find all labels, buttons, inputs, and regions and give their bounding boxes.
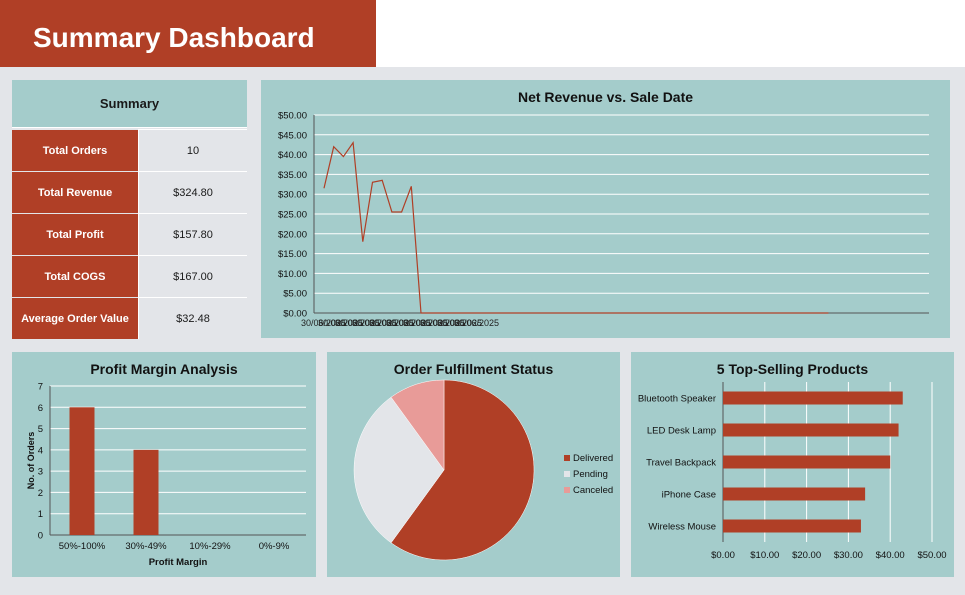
bar [69,407,95,535]
fulfillment-chart-title: Order Fulfillment Status [393,361,554,377]
x-axis-label: Profit Margin [149,557,208,568]
page-title: Summary Dashboard [33,22,315,53]
legend-swatch [564,455,570,461]
bar [723,487,866,501]
x-tick-label: $10.00 [750,550,779,561]
x-tick-label: 30/06/2025 [420,318,465,328]
revenue-chart-panel: Net Revenue vs. Sale Date $0.00 $5.00 $10.… [261,80,950,338]
y-tick-label: LED Desk Lamp [647,426,716,437]
x-tick-label: 30/06/2025 [454,318,499,328]
margin-bar-chart: 0 1 2 3 4 5 6 7 50%-100% 30%-49% 10%-29% 0%-9% Profi… [26,382,306,568]
legend-label: Canceled [573,485,613,496]
y-tick-label: 5 [38,424,43,435]
bar [723,391,903,405]
y-tick-label: $15.00 [278,249,307,260]
x-tick-label: 50%-100% [59,541,106,552]
x-tick-label: 0%-9% [259,541,290,552]
summary-row: Total COGS $167.00 [12,255,247,297]
summary-label: Total COGS [12,255,138,297]
y-tick-label: 7 [38,382,43,393]
pie-slice [390,379,535,561]
title-banner: Summary Dashboard [0,0,376,67]
pie-slice [390,379,445,471]
summary-row: Total Orders 10 [12,129,247,171]
y-tick-label: 1 [38,509,43,520]
y-tick-label: 4 [38,445,43,456]
y-axis-label: No. of Orders [26,432,36,490]
bar [723,455,891,469]
fulfillment-chart-panel: Order Fulfillment Status Delivered Pendin… [327,352,620,577]
x-tick-label: 30/06/2025 [386,318,431,328]
products-chart-panel: 5 Top-Selling Products $0.00 $10.00 $20.00… [631,352,954,577]
bar [723,519,861,533]
y-tick-label: 6 [38,403,43,414]
summary-value: $32.48 [138,297,247,339]
fulfillment-pie-chart: Delivered Pending Canceled [353,379,613,561]
summary-label: Total Orders [12,129,138,171]
summary-value: $324.80 [138,171,247,213]
summary-label: Total Revenue [12,171,138,213]
summary-value: 10 [138,129,247,171]
legend-label: Pending [573,469,608,480]
summary-row: Total Revenue $324.80 [12,171,247,213]
margin-chart-title: Profit Margin Analysis [90,361,238,377]
pie-slice [353,396,445,544]
x-tick-label: $40.00 [876,550,905,561]
y-tick-label: $35.00 [278,170,307,181]
summary-label: Total Profit [12,213,138,255]
y-tick-label: $30.00 [278,190,307,201]
y-tick-label: $5.00 [283,289,307,300]
y-tick-label: Travel Backpack [646,458,716,469]
x-tick-label: 30%-49% [125,541,167,552]
x-tick-label: $30.00 [834,550,863,561]
summary-value: $157.80 [138,213,247,255]
x-tick-label: 10%-29% [189,541,231,552]
summary-row: Total Profit $157.80 [12,213,247,255]
revenue-line-chart: $0.00 $5.00 $10.00 $15.00 $20.00 $25.00 $30.00… [278,111,929,328]
y-tick-label: $0.00 [283,309,307,320]
summary-value: $167.00 [138,255,247,297]
y-tick-label: $20.00 [278,229,307,240]
y-tick-label: $10.00 [278,269,307,280]
summary-heading: Summary [12,80,247,128]
y-tick-label: $40.00 [278,150,307,161]
products-chart-title: 5 Top-Selling Products [716,361,869,377]
products-bar-chart: $0.00 $10.00 $20.00 $30.00 $40.00 $50.00 Bluet… [638,382,947,561]
margin-chart-panel: Profit Margin Analysis 0 1 2 3 4 5 6 7 50%-100% 3… [12,352,316,577]
x-tick-label: 30/06/2025 [335,318,380,328]
x-tick-label: 30/06/2025 [318,318,363,328]
legend-swatch [564,471,570,477]
revenue-series-line [323,141,829,314]
legend-swatch [564,487,570,493]
y-tick-label: $50.00 [278,111,307,122]
y-tick-label: $25.00 [278,210,307,221]
x-tick-label: $20.00 [792,550,821,561]
legend-label: Delivered [573,453,613,464]
y-tick-label: Wireless Mouse [648,522,716,533]
y-tick-label: iPhone Case [662,490,716,501]
y-tick-label: 0 [38,531,43,542]
revenue-chart-title: Net Revenue vs. Sale Date [517,89,694,105]
x-tick-label: $50.00 [917,550,946,561]
summary-label: Average Order Value [12,297,138,339]
x-tick-label: 30/06/2025 [369,318,414,328]
x-tick-label: $0.00 [711,550,735,561]
x-tick-label: 30/06/2025 [403,318,448,328]
y-tick-label: 2 [38,488,43,499]
x-tick-label: 30/06/2025 [437,318,482,328]
bar [723,423,899,437]
x-tick-label: 30/06/2025 [301,318,346,328]
x-tick-label: 30/06/2025 [352,318,397,328]
summary-row: Average Order Value $32.48 [12,297,247,339]
y-tick-label: Bluetooth Speaker [638,394,716,405]
y-tick-label: 3 [38,467,43,478]
bar [133,449,159,535]
y-tick-label: $45.00 [278,130,307,141]
